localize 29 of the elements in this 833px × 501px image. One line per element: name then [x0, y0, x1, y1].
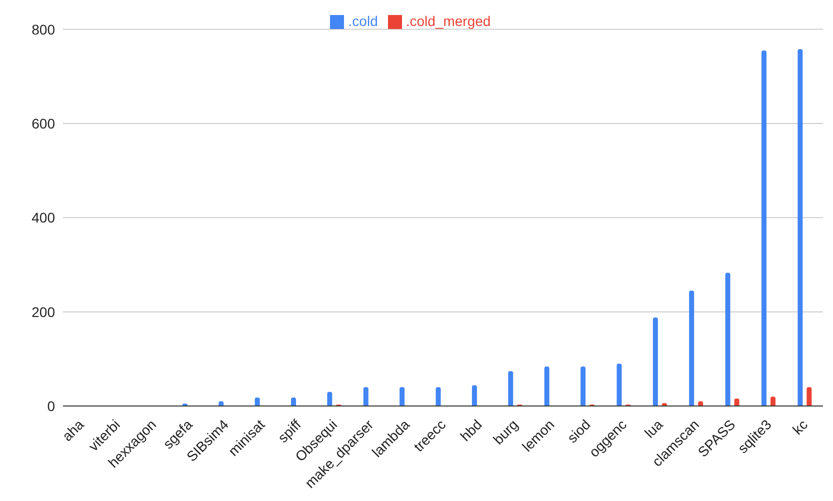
y-tick-label: 600 [32, 115, 56, 132]
y-tick-label: 400 [32, 210, 56, 226]
x-tick-label: hbd [457, 416, 485, 444]
bar [725, 272, 730, 406]
bar [798, 49, 803, 406]
bar [508, 371, 514, 406]
x-tick-label: kc [789, 416, 811, 438]
legend-label: .cold_merged [406, 13, 491, 29]
bar [254, 398, 260, 406]
bar [544, 366, 550, 406]
bar [291, 398, 296, 406]
bar [761, 50, 766, 406]
bar [616, 364, 622, 406]
bar [734, 398, 740, 406]
bar [770, 396, 776, 406]
bar [652, 317, 658, 406]
bar [689, 290, 694, 406]
y-tick-label: 0 [47, 398, 56, 414]
bar [327, 392, 332, 406]
bar [400, 387, 405, 406]
bar [472, 385, 477, 406]
bar [806, 387, 812, 406]
legend-label: .cold [348, 13, 378, 29]
bar [436, 387, 441, 406]
bar [580, 366, 586, 406]
y-tick-label: 200 [32, 304, 56, 320]
x-tick-label: aha [58, 416, 87, 444]
bar [363, 387, 368, 406]
y-tick-label: 800 [32, 21, 56, 38]
